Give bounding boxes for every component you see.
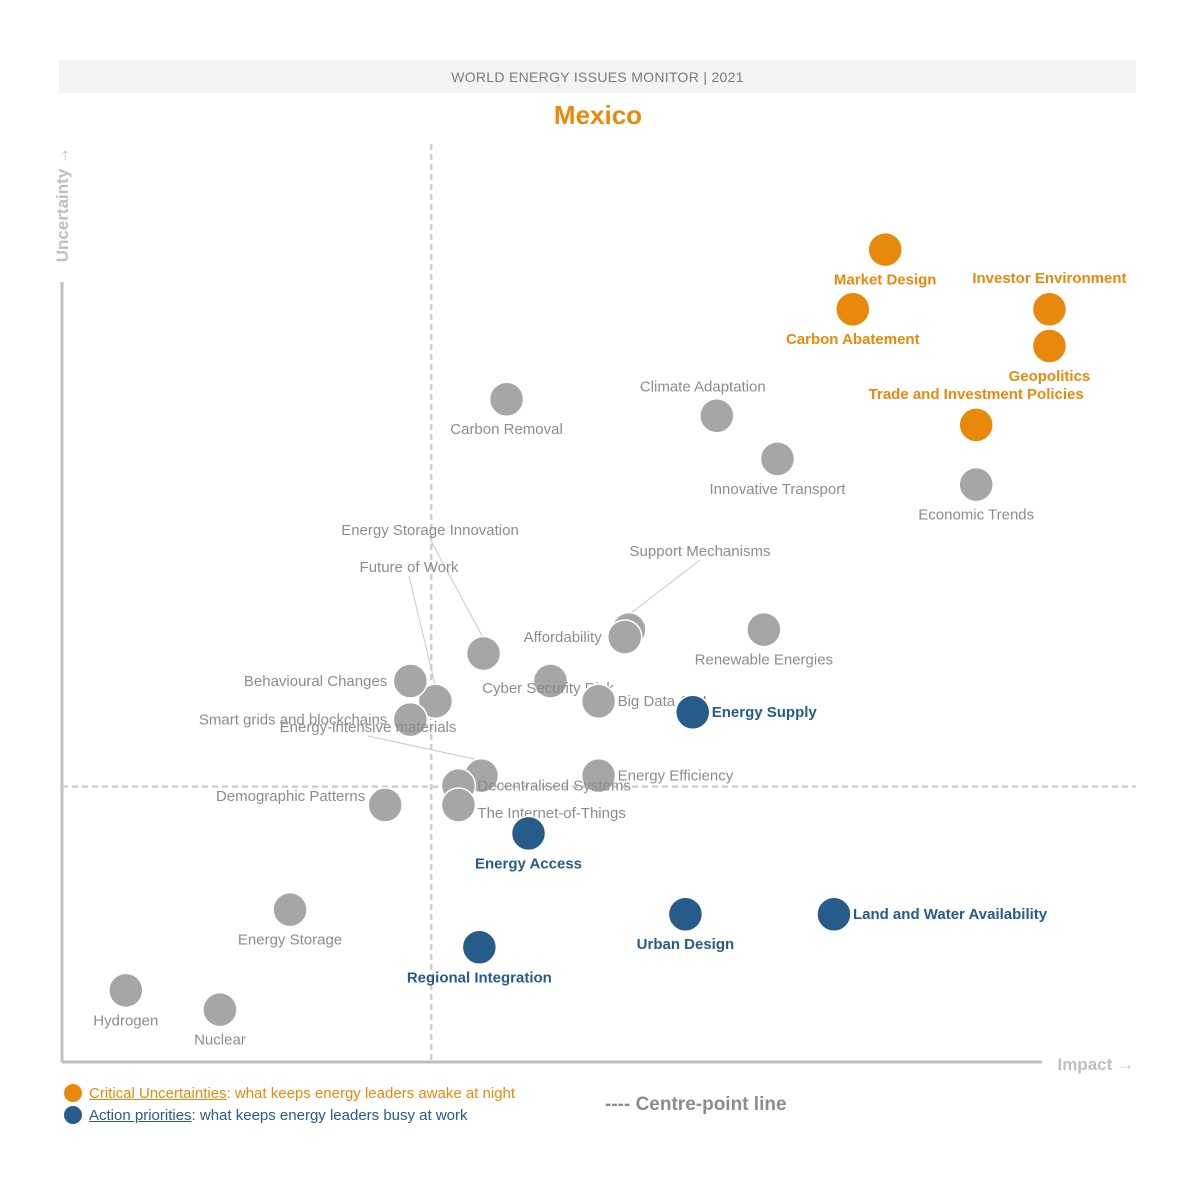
x-axis-label: Impact → (1057, 1055, 1134, 1074)
issues-map-chart: Impact → Uncertainty → Carbon Removal Clima… (53, 144, 1136, 1074)
issue-label: Energy-intensive materials (280, 719, 457, 736)
issue-dot (746, 611, 782, 648)
issue-dot (488, 381, 525, 417)
issue-label: Geopolitics (1009, 368, 1091, 385)
callout-line (628, 559, 701, 616)
issue-label: Investor Environment (972, 270, 1126, 287)
issue-dot (606, 619, 643, 655)
issue-label: Renewable Energies (695, 652, 833, 669)
issue-label: Climate Adaptation (640, 379, 766, 396)
issue-label: Future of Work (360, 559, 459, 576)
callout-line (408, 575, 436, 687)
issue-dot (440, 787, 477, 823)
issue-dot (958, 407, 994, 443)
callout-line (367, 735, 482, 762)
issue-label: The Internet-of-Things (477, 805, 625, 822)
issue-label: Energy Storage Innovation (341, 522, 519, 539)
legend-critical: Critical Uncertainties : what keeps ener… (64, 1082, 515, 1104)
issue-label: Energy Storage (238, 932, 342, 949)
report-banner: WORLD ENERGY ISSUES MONITOR | 2021 (59, 60, 1136, 93)
issue-label: Urban Design (637, 936, 735, 953)
legend-action-name: Action priorities (89, 1106, 192, 1124)
issue-label: Energy Efficiency (618, 768, 734, 785)
issue-label: Decentralised Systems (477, 778, 630, 795)
issue-label: Smart grids and blockchains (199, 712, 387, 729)
legend-critical-desc: : what keeps energy leaders awake at nig… (226, 1084, 516, 1102)
issue-label: Nuclear (194, 1032, 246, 1049)
issue-dot (699, 397, 735, 434)
issue-label: Trade and Investment Policies (869, 386, 1084, 403)
issue-label: Support Mechanisms (630, 543, 771, 560)
issue-label: Innovative Transport (710, 481, 847, 498)
issue-label: Energy Supply (712, 704, 818, 721)
issue-dot (272, 891, 308, 928)
y-axis-label: Uncertainty → (53, 147, 72, 262)
issue-dot (510, 815, 547, 852)
issue-label: Carbon Removal (450, 421, 563, 438)
critical-dot-icon (64, 1084, 82, 1102)
issue-dot (816, 896, 852, 932)
issue-dot (465, 635, 502, 672)
issue-dot (367, 787, 403, 823)
issue-label: Regional Integration (407, 969, 552, 986)
chart-title: Mexico (553, 100, 643, 130)
issue-dot (532, 663, 569, 699)
issue-label: Behavioural Changes (244, 673, 387, 690)
issue-label: Land and Water Availability (853, 906, 1048, 923)
issue-label: Market Design (834, 272, 937, 289)
issue-dot (867, 231, 903, 268)
issue-label: Carbon Abatement (786, 331, 920, 348)
legend-action: Action priorities : what keeps energy le… (64, 1104, 515, 1126)
issue-dot (108, 972, 144, 1009)
issue-label: Hydrogen (93, 1012, 158, 1029)
issue-dot (392, 701, 429, 738)
action-dot-icon (64, 1106, 82, 1124)
issue-label: Demographic Patterns (216, 788, 365, 805)
legend: Critical Uncertainties : what keeps ener… (64, 1082, 515, 1126)
issue-dot (580, 683, 617, 719)
issue-dot (674, 694, 711, 730)
issue-dot (202, 991, 238, 1028)
issue-label: Economic Trends (918, 507, 1034, 524)
issue-dot (580, 757, 617, 794)
legend-action-desc: : what keeps energy leaders busy at work (191, 1106, 468, 1124)
issue-dot (1031, 328, 1068, 364)
issue-dot (835, 291, 871, 327)
issue-dot (759, 441, 796, 477)
issue-label: Energy Access (475, 855, 582, 872)
legend-critical-name: Critical Uncertainties (89, 1084, 227, 1102)
callout-line (429, 538, 484, 639)
issue-dot (392, 663, 429, 699)
issue-dot (958, 466, 994, 503)
issue-label: Cyber Security Risk (482, 680, 614, 697)
issue-dot (461, 929, 498, 965)
issue-dot (1031, 291, 1068, 327)
issue-dot (417, 683, 454, 719)
centre-line-note: ---- Centre-point line (605, 1094, 787, 1115)
issue-label: Affordability (524, 629, 603, 646)
issue-dot (667, 896, 704, 932)
